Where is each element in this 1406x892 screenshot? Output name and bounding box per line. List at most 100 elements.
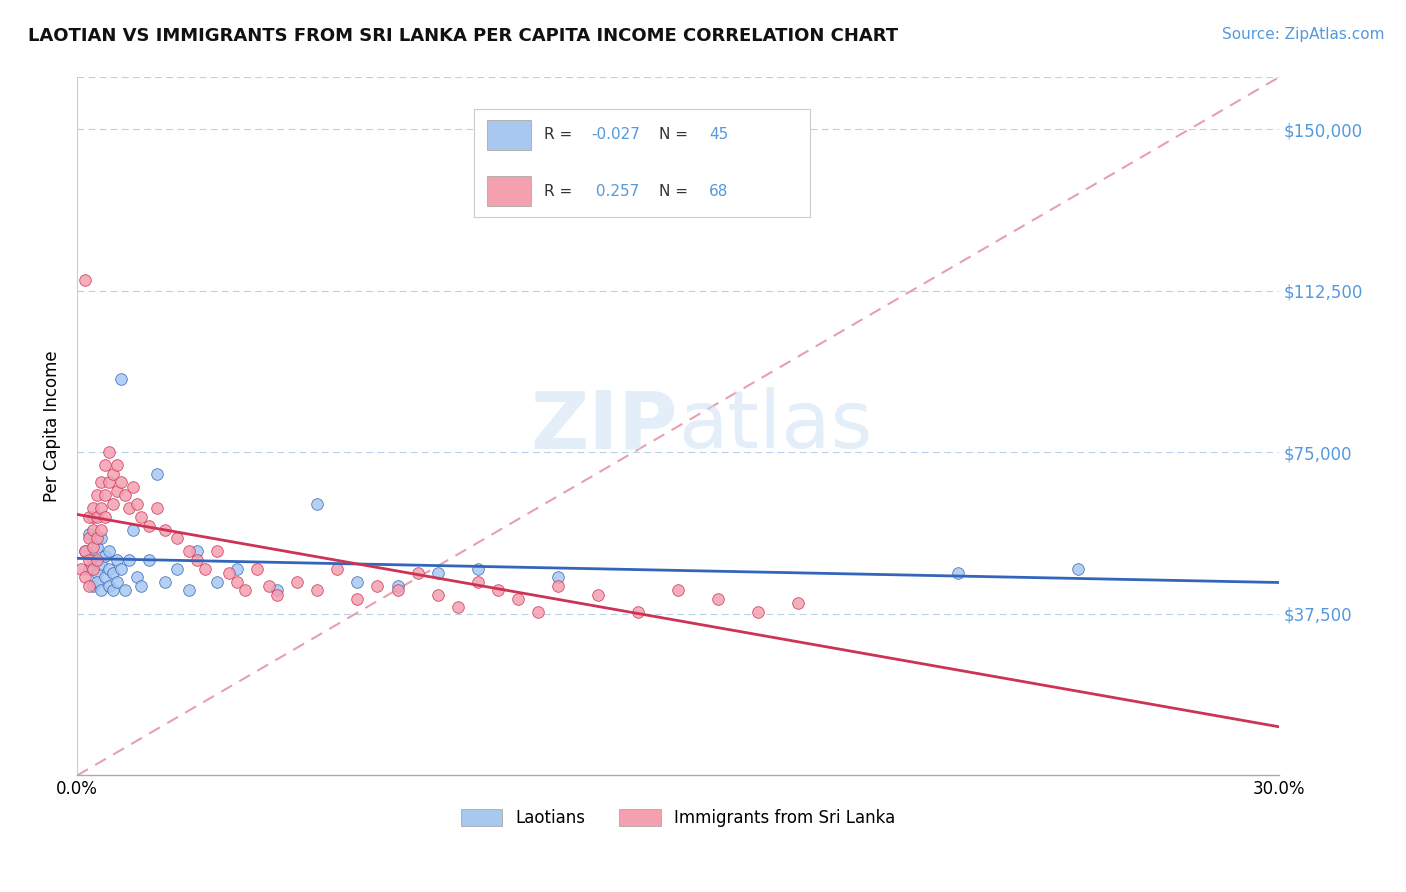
Text: Source: ZipAtlas.com: Source: ZipAtlas.com bbox=[1222, 27, 1385, 42]
Point bbox=[90, 532, 112, 546]
Point bbox=[77, 562, 100, 576]
Point bbox=[77, 510, 100, 524]
Point bbox=[326, 562, 349, 576]
Point bbox=[77, 553, 100, 567]
Point bbox=[194, 562, 217, 576]
Point bbox=[90, 475, 112, 490]
Point bbox=[82, 553, 104, 567]
Point bbox=[75, 544, 97, 558]
Point bbox=[166, 532, 188, 546]
Point bbox=[86, 566, 108, 580]
Point bbox=[110, 372, 132, 386]
Point bbox=[105, 458, 128, 473]
Point bbox=[101, 583, 124, 598]
Point bbox=[94, 458, 117, 473]
Point bbox=[101, 467, 124, 481]
Point bbox=[526, 605, 548, 619]
Point bbox=[75, 544, 97, 558]
Point bbox=[155, 574, 177, 589]
Point bbox=[82, 523, 104, 537]
Point bbox=[547, 570, 569, 584]
Point bbox=[118, 553, 141, 567]
Point bbox=[114, 488, 136, 502]
Point bbox=[467, 574, 489, 589]
Text: LAOTIAN VS IMMIGRANTS FROM SRI LANKA PER CAPITA INCOME CORRELATION CHART: LAOTIAN VS IMMIGRANTS FROM SRI LANKA PER… bbox=[28, 27, 898, 45]
Point bbox=[387, 579, 409, 593]
Point bbox=[586, 587, 609, 601]
Point bbox=[77, 579, 100, 593]
Point bbox=[307, 497, 329, 511]
Point bbox=[266, 587, 288, 601]
Point bbox=[86, 532, 108, 546]
Point bbox=[82, 562, 104, 576]
Point bbox=[90, 501, 112, 516]
Point bbox=[346, 591, 368, 606]
Point bbox=[146, 467, 169, 481]
Y-axis label: Per Capita Income: Per Capita Income bbox=[44, 351, 60, 502]
Point bbox=[86, 510, 108, 524]
Text: ZIP: ZIP bbox=[530, 387, 678, 466]
Point bbox=[467, 562, 489, 576]
Point bbox=[77, 527, 100, 541]
Point bbox=[226, 562, 249, 576]
Point bbox=[77, 532, 100, 546]
Point bbox=[82, 579, 104, 593]
Point bbox=[138, 518, 160, 533]
Point bbox=[90, 523, 112, 537]
Point bbox=[186, 553, 208, 567]
Point bbox=[82, 510, 104, 524]
Point bbox=[346, 574, 368, 589]
Point bbox=[122, 523, 145, 537]
Point bbox=[122, 480, 145, 494]
Point bbox=[82, 540, 104, 554]
Point bbox=[179, 544, 201, 558]
Point bbox=[207, 544, 229, 558]
Point bbox=[259, 579, 281, 593]
Legend: Laotians, Immigrants from Sri Lanka: Laotians, Immigrants from Sri Lanka bbox=[454, 802, 901, 833]
Point bbox=[426, 587, 449, 601]
Point bbox=[82, 501, 104, 516]
Point bbox=[129, 510, 152, 524]
Point bbox=[129, 579, 152, 593]
Point bbox=[486, 583, 509, 598]
Point bbox=[98, 475, 121, 490]
Point bbox=[75, 570, 97, 584]
Point bbox=[101, 566, 124, 580]
Point bbox=[246, 562, 269, 576]
Point bbox=[105, 553, 128, 567]
Point bbox=[186, 544, 208, 558]
Point bbox=[127, 570, 149, 584]
Point bbox=[94, 510, 117, 524]
Point bbox=[146, 501, 169, 516]
Point bbox=[90, 583, 112, 598]
Point bbox=[387, 583, 409, 598]
Point bbox=[207, 574, 229, 589]
Point bbox=[218, 566, 240, 580]
Point bbox=[166, 562, 188, 576]
Point bbox=[118, 501, 141, 516]
Point bbox=[98, 579, 121, 593]
Point bbox=[155, 523, 177, 537]
Point bbox=[75, 273, 97, 287]
Point bbox=[110, 562, 132, 576]
Point bbox=[98, 544, 121, 558]
Point bbox=[366, 579, 388, 593]
Point bbox=[98, 445, 121, 459]
Point bbox=[307, 583, 329, 598]
Point bbox=[70, 562, 93, 576]
Point bbox=[94, 570, 117, 584]
Point bbox=[426, 566, 449, 580]
Point bbox=[98, 562, 121, 576]
Point bbox=[287, 574, 309, 589]
Point bbox=[86, 488, 108, 502]
Point bbox=[226, 574, 249, 589]
Point bbox=[948, 566, 970, 580]
Point bbox=[179, 583, 201, 598]
Point bbox=[138, 553, 160, 567]
Text: atlas: atlas bbox=[678, 387, 872, 466]
Point bbox=[406, 566, 429, 580]
Point bbox=[1067, 562, 1090, 576]
Point bbox=[94, 488, 117, 502]
Point bbox=[506, 591, 529, 606]
Point bbox=[446, 600, 468, 615]
